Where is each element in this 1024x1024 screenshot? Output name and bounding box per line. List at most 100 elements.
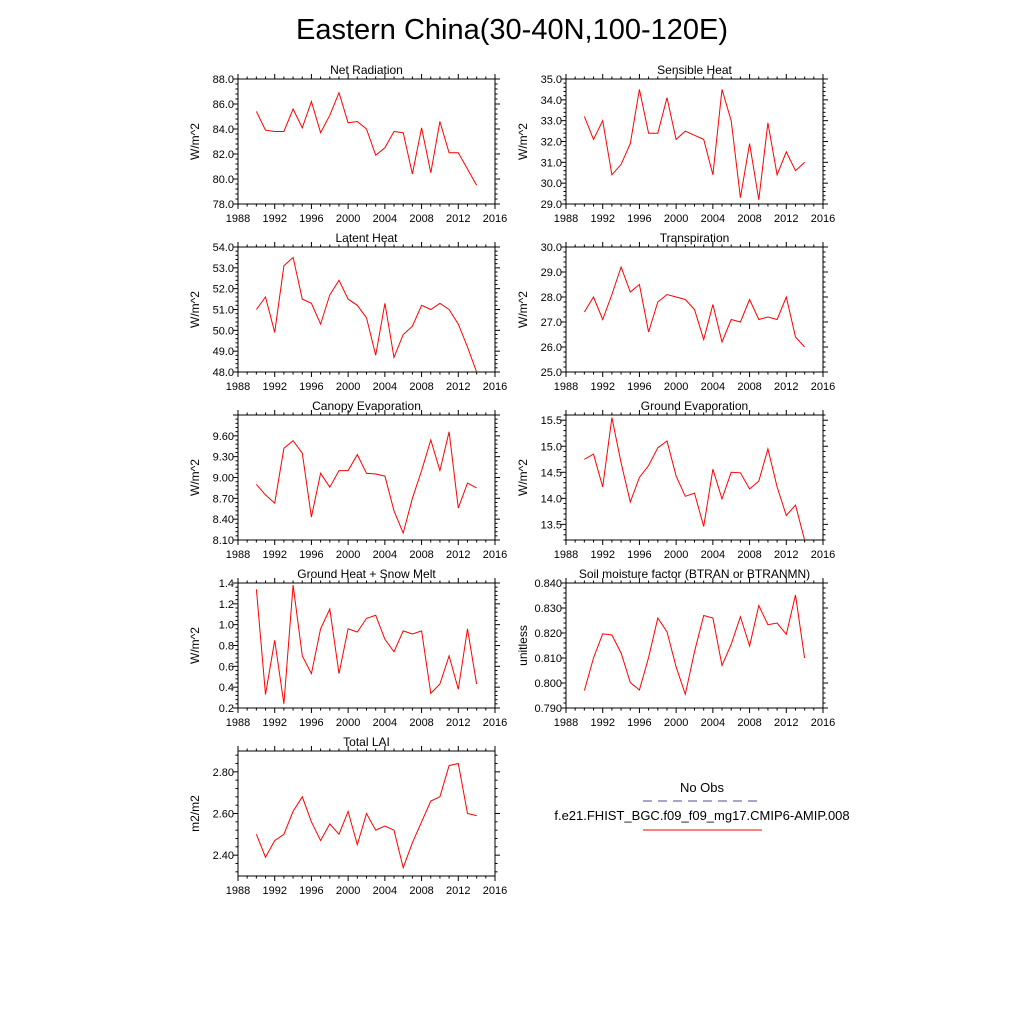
y-tick-label: 29.0 (541, 199, 562, 211)
x-tick-label: 2004 (373, 549, 397, 561)
y-tick-label: 0.4 (219, 682, 234, 694)
y-axis-label: m2/m2 (188, 795, 202, 832)
y-tick-label: 29.0 (541, 267, 562, 279)
x-tick-label: 2000 (664, 213, 688, 225)
y-tick-label: 13.5 (541, 519, 562, 531)
y-tick-label: 54.0 (213, 242, 234, 254)
x-tick-label: 2016 (483, 549, 507, 561)
chart-title: Latent Heat (335, 231, 398, 245)
legend-model-label: f.e21.FHIST_BGC.f09_f09_mg17.CMIP6-AMIP.… (554, 808, 849, 823)
legend-obs-label: No Obs (680, 780, 725, 795)
x-tick-label: 1996 (627, 717, 651, 729)
y-tick-label: 0.800 (534, 678, 562, 690)
y-tick-label: 51.0 (213, 305, 234, 317)
y-tick-label: 14.0 (541, 493, 562, 505)
series-line (255, 762, 477, 870)
x-tick-label: 1996 (299, 885, 323, 897)
x-tick-label: 1988 (554, 549, 578, 561)
y-tick-label: 25.0 (541, 367, 562, 379)
y-tick-label: 9.00 (213, 473, 234, 485)
y-axis-label: unitless (516, 625, 530, 666)
plot-frame (237, 414, 496, 541)
y-tick-label: 26.0 (541, 342, 562, 354)
y-tick-label: 28.0 (541, 292, 562, 304)
plot-frame (237, 78, 496, 205)
y-axis-label: W/m^2 (188, 459, 202, 496)
x-tick-label: 2012 (446, 717, 470, 729)
plot-frame (565, 78, 824, 205)
y-tick-label: 0.6 (219, 661, 234, 673)
x-tick-label: 2016 (483, 717, 507, 729)
x-tick-label: 2012 (774, 549, 798, 561)
y-tick-label: 32.0 (541, 137, 562, 149)
chart-transpiration: Transpiration W/m^2 1988 1992 1996 2000 2004 20… (516, 231, 835, 393)
x-tick-label: 2004 (373, 381, 397, 393)
plot-frame (237, 582, 496, 709)
x-tick-label: 2000 (336, 213, 360, 225)
series-line (255, 91, 478, 186)
x-tick-label: 2016 (483, 381, 507, 393)
y-tick-label: 15.5 (541, 415, 562, 427)
chart-title: Ground Heat + Snow Melt (297, 567, 436, 581)
x-tick-label: 2012 (774, 717, 798, 729)
x-tick-label: 2004 (373, 717, 397, 729)
x-tick-label: 2004 (373, 213, 397, 225)
y-tick-label: 27.0 (541, 317, 562, 329)
y-tick-label: 0.840 (534, 578, 562, 590)
x-tick-label: 2012 (446, 381, 470, 393)
chart-ground-heat-snow-melt: Ground Heat + Snow Melt W/m^2 1988 1992 1996… (188, 567, 507, 729)
x-tick-label: 1992 (262, 717, 286, 729)
x-tick-label: 2004 (701, 717, 725, 729)
x-tick-label: 2000 (336, 885, 360, 897)
figure-title: Eastern China(30-40N,100-120E) (295, 14, 729, 46)
x-tick-label: 2012 (774, 381, 798, 393)
x-tick-label: 2008 (737, 717, 761, 729)
panels: Net Radiation W/m^2 1988 1992 1996 2000 2004 20… (188, 63, 835, 897)
x-tick-label: 1996 (299, 213, 323, 225)
chart-total-lai: Total LAI m2/m2 1988 1992 1996 2000 2004 2008 20… (188, 735, 507, 897)
x-tick-label: 1992 (590, 213, 614, 225)
x-tick-label: 1988 (226, 213, 250, 225)
chart-canopy-evaporation: Canopy Evaporation W/m^2 1988 1992 1996 2000 2… (188, 399, 507, 561)
y-tick-label: 30.0 (541, 242, 562, 254)
y-tick-label: 86.0 (213, 99, 234, 111)
y-tick-label: 0.8 (219, 641, 234, 653)
y-axis-label: W/m^2 (516, 291, 530, 328)
series-line (256, 431, 477, 535)
x-tick-label: 1992 (590, 381, 614, 393)
x-tick-label: 1988 (226, 549, 250, 561)
plot-frame (237, 246, 496, 373)
y-tick-label: 30.0 (541, 178, 562, 190)
x-tick-label: 2012 (774, 213, 798, 225)
y-tick-label: 0.2 (219, 703, 234, 715)
y-tick-label: 2.40 (213, 850, 234, 862)
x-tick-label: 2008 (409, 213, 433, 225)
x-tick-label: 1988 (554, 717, 578, 729)
x-tick-label: 2016 (483, 213, 507, 225)
x-tick-label: 2000 (664, 717, 688, 729)
series-line (584, 417, 806, 540)
x-tick-label: 2004 (701, 549, 725, 561)
x-tick-label: 1992 (262, 549, 286, 561)
y-tick-label: 0.790 (534, 703, 562, 715)
x-tick-label: 1988 (226, 885, 250, 897)
y-tick-label: 14.5 (541, 467, 562, 479)
x-tick-label: 1992 (262, 381, 286, 393)
x-tick-label: 2000 (664, 549, 688, 561)
y-tick-label: 15.0 (541, 441, 562, 453)
chart-ground-evaporation: Ground Evaporation W/m^2 1988 1992 1996 2000 2… (516, 399, 835, 561)
chart-net-radiation: Net Radiation W/m^2 1988 1992 1996 2000 2004 20… (188, 63, 507, 225)
y-tick-label: 31.0 (541, 157, 562, 169)
y-tick-label: 88.0 (213, 74, 234, 86)
x-tick-label: 2016 (811, 717, 835, 729)
x-tick-label: 1988 (226, 381, 250, 393)
x-tick-label: 1996 (299, 381, 323, 393)
y-tick-label: 35.0 (541, 74, 562, 86)
x-tick-label: 1996 (299, 717, 323, 729)
y-axis-label: W/m^2 (188, 291, 202, 328)
y-axis-label: W/m^2 (516, 459, 530, 496)
y-tick-label: 1.0 (219, 620, 234, 632)
x-tick-label: 2000 (336, 717, 360, 729)
y-tick-label: 78.0 (213, 199, 234, 211)
y-tick-label: 53.0 (213, 263, 234, 275)
